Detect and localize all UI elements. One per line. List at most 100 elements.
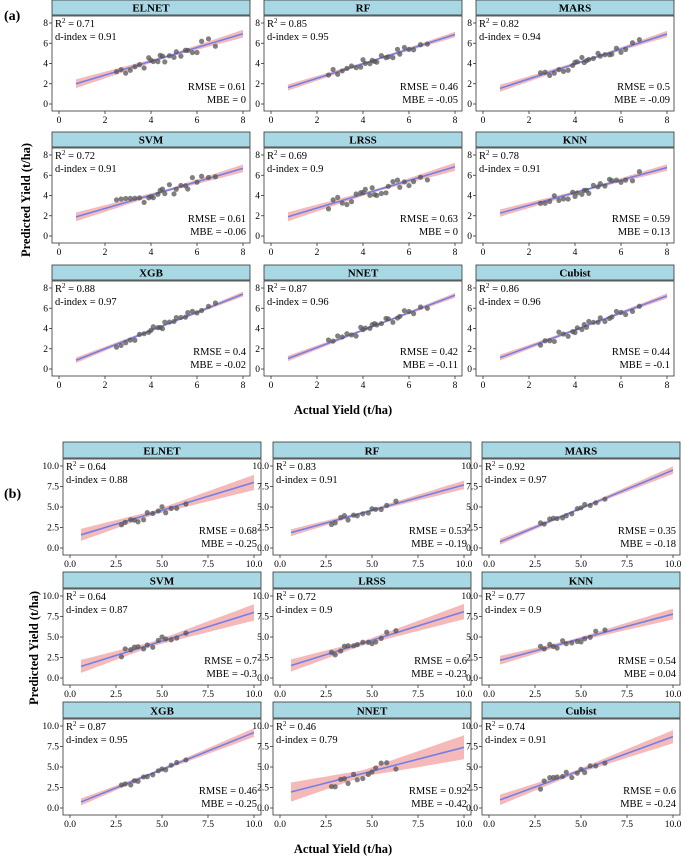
data-point bbox=[141, 517, 147, 523]
y-tick-label: 0 bbox=[43, 100, 48, 110]
data-point bbox=[378, 506, 384, 513]
data-point bbox=[360, 511, 366, 517]
facet-title: RF bbox=[365, 446, 380, 458]
data-point bbox=[199, 38, 205, 44]
rmse-label: RMSE = 0.54 bbox=[618, 656, 677, 667]
r2-label: R2 = 0.82 bbox=[479, 17, 519, 30]
data-point bbox=[572, 329, 578, 336]
data-point bbox=[417, 304, 424, 310]
data-point bbox=[353, 333, 359, 339]
y-tick-label: 2.5 bbox=[257, 654, 269, 664]
y-tick-label: 7.5 bbox=[257, 613, 269, 623]
data-point bbox=[586, 56, 592, 63]
facet-strip bbox=[263, 131, 463, 148]
y-tick-label: 0.0 bbox=[257, 674, 269, 684]
x-tick-label: 10.0 bbox=[665, 820, 682, 830]
data-point bbox=[183, 757, 189, 763]
x-tick-label: 0.0 bbox=[64, 690, 76, 700]
data-point bbox=[194, 179, 200, 185]
data-point bbox=[582, 769, 588, 776]
r2-label: R2 = 0.83 bbox=[276, 460, 316, 473]
y-tick-label: 8 bbox=[255, 151, 260, 161]
x-tick-label: 0 bbox=[481, 116, 486, 126]
data-point bbox=[417, 42, 424, 48]
data-point bbox=[360, 775, 366, 782]
rmse-label: RMSE = 0.46 bbox=[400, 82, 458, 93]
data-point bbox=[579, 54, 585, 61]
y-tick-label: 4 bbox=[467, 325, 472, 335]
x-tick-label: 2 bbox=[315, 381, 320, 391]
y-tick-label: 4 bbox=[467, 192, 472, 202]
d-index-label: d-index = 0.97 bbox=[55, 297, 117, 308]
x-tick-label: 2.5 bbox=[320, 690, 332, 700]
facet-title: NNET bbox=[357, 706, 388, 718]
data-point bbox=[401, 44, 407, 51]
y-tick-label: 0.0 bbox=[47, 804, 59, 814]
y-tick-label: 2.5 bbox=[257, 784, 269, 794]
x-tick-label: 5.0 bbox=[575, 560, 587, 570]
y-tick-label: 8 bbox=[43, 19, 48, 29]
data-point bbox=[569, 640, 575, 646]
rmse-label: RMSE = 0.53 bbox=[409, 526, 467, 537]
plot-frame bbox=[51, 15, 251, 112]
x-tick-label: 0.0 bbox=[274, 690, 286, 700]
rmse-label: RMSE = 0.6 bbox=[414, 656, 467, 667]
facet-strip bbox=[481, 441, 681, 459]
data-point bbox=[159, 53, 166, 59]
d-index-label: d-index = 0.79 bbox=[276, 735, 338, 746]
data-point bbox=[560, 638, 566, 644]
y-tick-label: 5.0 bbox=[47, 503, 59, 513]
rmse-label: RMSE = 0.46 bbox=[199, 786, 257, 797]
data-point bbox=[541, 778, 547, 784]
y-tick-label: 2.5 bbox=[466, 654, 478, 664]
data-point bbox=[618, 309, 624, 315]
x-tick-label: 2 bbox=[103, 381, 108, 391]
data-point bbox=[609, 314, 615, 320]
data-point bbox=[328, 649, 335, 655]
y-tick-label: 0.0 bbox=[466, 674, 478, 684]
data-point bbox=[390, 178, 396, 185]
data-point bbox=[565, 333, 571, 339]
x-tick-label: 6 bbox=[619, 248, 624, 258]
x-tick-label: 0.0 bbox=[483, 820, 495, 830]
data-point bbox=[189, 175, 195, 181]
x-tick-label: 8 bbox=[665, 248, 670, 258]
x-tick-label: 7.5 bbox=[621, 690, 633, 700]
data-point bbox=[166, 53, 172, 59]
mbe-label: MBE = -0.06 bbox=[190, 227, 246, 238]
data-point bbox=[127, 195, 133, 201]
data-point bbox=[362, 186, 368, 193]
y-tick-label: 10.0 bbox=[42, 462, 59, 472]
data-point bbox=[629, 308, 636, 314]
data-point bbox=[574, 190, 580, 196]
y-tick-label: 10.0 bbox=[42, 722, 59, 732]
data-point bbox=[345, 780, 351, 786]
data-point bbox=[141, 65, 147, 71]
data-point bbox=[593, 763, 599, 769]
r2-label: R2 = 0.87 bbox=[267, 282, 307, 295]
y-tick-label: 5.0 bbox=[257, 503, 269, 513]
data-point bbox=[113, 344, 120, 350]
data-point bbox=[144, 509, 150, 516]
data-point bbox=[339, 334, 345, 340]
x-tick-label: 4 bbox=[361, 248, 366, 258]
x-tick-label: 10.0 bbox=[665, 690, 682, 700]
data-point bbox=[136, 331, 143, 337]
y-tick-label: 2 bbox=[255, 212, 260, 222]
data-point bbox=[629, 178, 636, 184]
mbe-label: MBE = -0.11 bbox=[403, 360, 458, 371]
x-tick-label: 2 bbox=[315, 248, 320, 258]
y-tick-label: 0 bbox=[43, 232, 48, 242]
y-tick-label: 0 bbox=[43, 365, 48, 375]
data-point bbox=[411, 311, 417, 317]
data-point bbox=[385, 54, 391, 60]
data-point bbox=[128, 647, 134, 653]
x-tick-label: 0.0 bbox=[274, 820, 286, 830]
x-tick-label: 2.5 bbox=[110, 820, 122, 830]
y-tick-label: 2 bbox=[43, 345, 48, 355]
facet-strip bbox=[475, 264, 675, 281]
x-tick-label: 8 bbox=[241, 248, 246, 258]
facet-title: MARS bbox=[565, 446, 597, 458]
data-point bbox=[150, 58, 156, 65]
x-tick-label: 2 bbox=[527, 248, 532, 258]
